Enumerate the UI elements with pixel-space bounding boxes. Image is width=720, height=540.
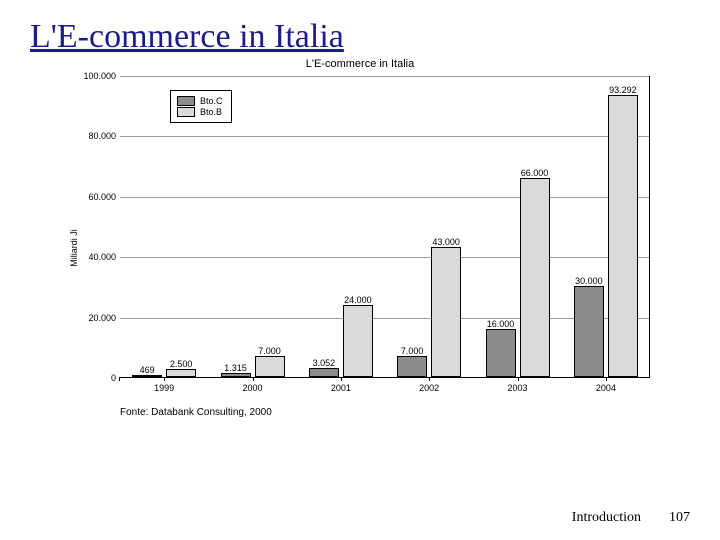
- footer: Introduction 107: [572, 510, 690, 526]
- y-tick-label: 40.000: [88, 252, 120, 262]
- bar-value-label: 66.000: [521, 168, 549, 179]
- x-tick-label: 2002: [419, 377, 439, 393]
- y-axis-label: Miliardi Ji: [69, 229, 79, 267]
- bar-btob: 93.292: [608, 95, 638, 377]
- legend-swatch: [177, 107, 195, 117]
- gridline: [120, 318, 649, 319]
- x-tick-label: 2000: [242, 377, 262, 393]
- legend: Bto.CBto.B: [170, 90, 232, 123]
- legend-item: Bto.C: [177, 96, 223, 106]
- page-number: 107: [669, 510, 690, 526]
- bar-value-label: 93.292: [609, 85, 637, 96]
- bar-btoc: 7.000: [397, 356, 427, 377]
- footer-section-label: Introduction: [572, 510, 641, 526]
- slide: L'E-commerce in Italia L'E-commerce in I…: [0, 0, 720, 540]
- y-tick-label: 20.000: [88, 313, 120, 323]
- chart-title: L'E-commerce in Italia: [60, 58, 660, 70]
- y-tick-label: 60.000: [88, 192, 120, 202]
- bar-value-label: 7.000: [401, 346, 424, 357]
- y-tick-label: 80.000: [88, 131, 120, 141]
- bar-value-label: 16.000: [487, 319, 515, 330]
- bar-value-label: 3.052: [313, 358, 336, 369]
- plot-area: Bto.CBto.B 020.00040.00060.00080.000100.…: [120, 76, 650, 378]
- x-tick-label: 2001: [331, 377, 351, 393]
- y-tick-label: 0: [111, 373, 120, 383]
- gridline: [120, 76, 649, 77]
- bar-btoc: 16.000: [486, 329, 516, 377]
- bar-value-label: 469: [140, 365, 155, 376]
- x-tick-label: 2004: [596, 377, 616, 393]
- bar-btob: 43.000: [431, 247, 461, 377]
- legend-label: Bto.B: [200, 107, 222, 117]
- y-tick-label: 100.000: [83, 71, 120, 81]
- bar-value-label: 1.315: [224, 363, 247, 374]
- bar-value-label: 2.500: [170, 359, 193, 370]
- bar-value-label: 43.000: [432, 237, 460, 248]
- bar-btob: 66.000: [520, 178, 550, 377]
- bar-value-label: 30.000: [575, 276, 603, 287]
- legend-label: Bto.C: [200, 96, 223, 106]
- x-tick-label: 1999: [154, 377, 174, 393]
- bar-btoc: 3.052: [309, 368, 339, 377]
- legend-swatch: [177, 96, 195, 106]
- bar-value-label: 24.000: [344, 295, 372, 306]
- bar-btob: 7.000: [255, 356, 285, 377]
- chart: L'E-commerce in Italia Miliardi Ji Bto.C…: [60, 58, 660, 438]
- gridline: [120, 136, 649, 137]
- source-note: Fonte: Databank Consulting, 2000: [120, 407, 272, 418]
- page-title: L'E-commerce in Italia: [30, 18, 690, 56]
- bar-btob: 24.000: [343, 305, 373, 377]
- gridline: [120, 257, 649, 258]
- bar-value-label: 7.000: [258, 346, 281, 357]
- x-tick-label: 2003: [507, 377, 527, 393]
- bar-btob: 2.500: [166, 369, 196, 377]
- gridline: [120, 197, 649, 198]
- legend-item: Bto.B: [177, 107, 223, 117]
- bar-btoc: 30.000: [574, 286, 604, 377]
